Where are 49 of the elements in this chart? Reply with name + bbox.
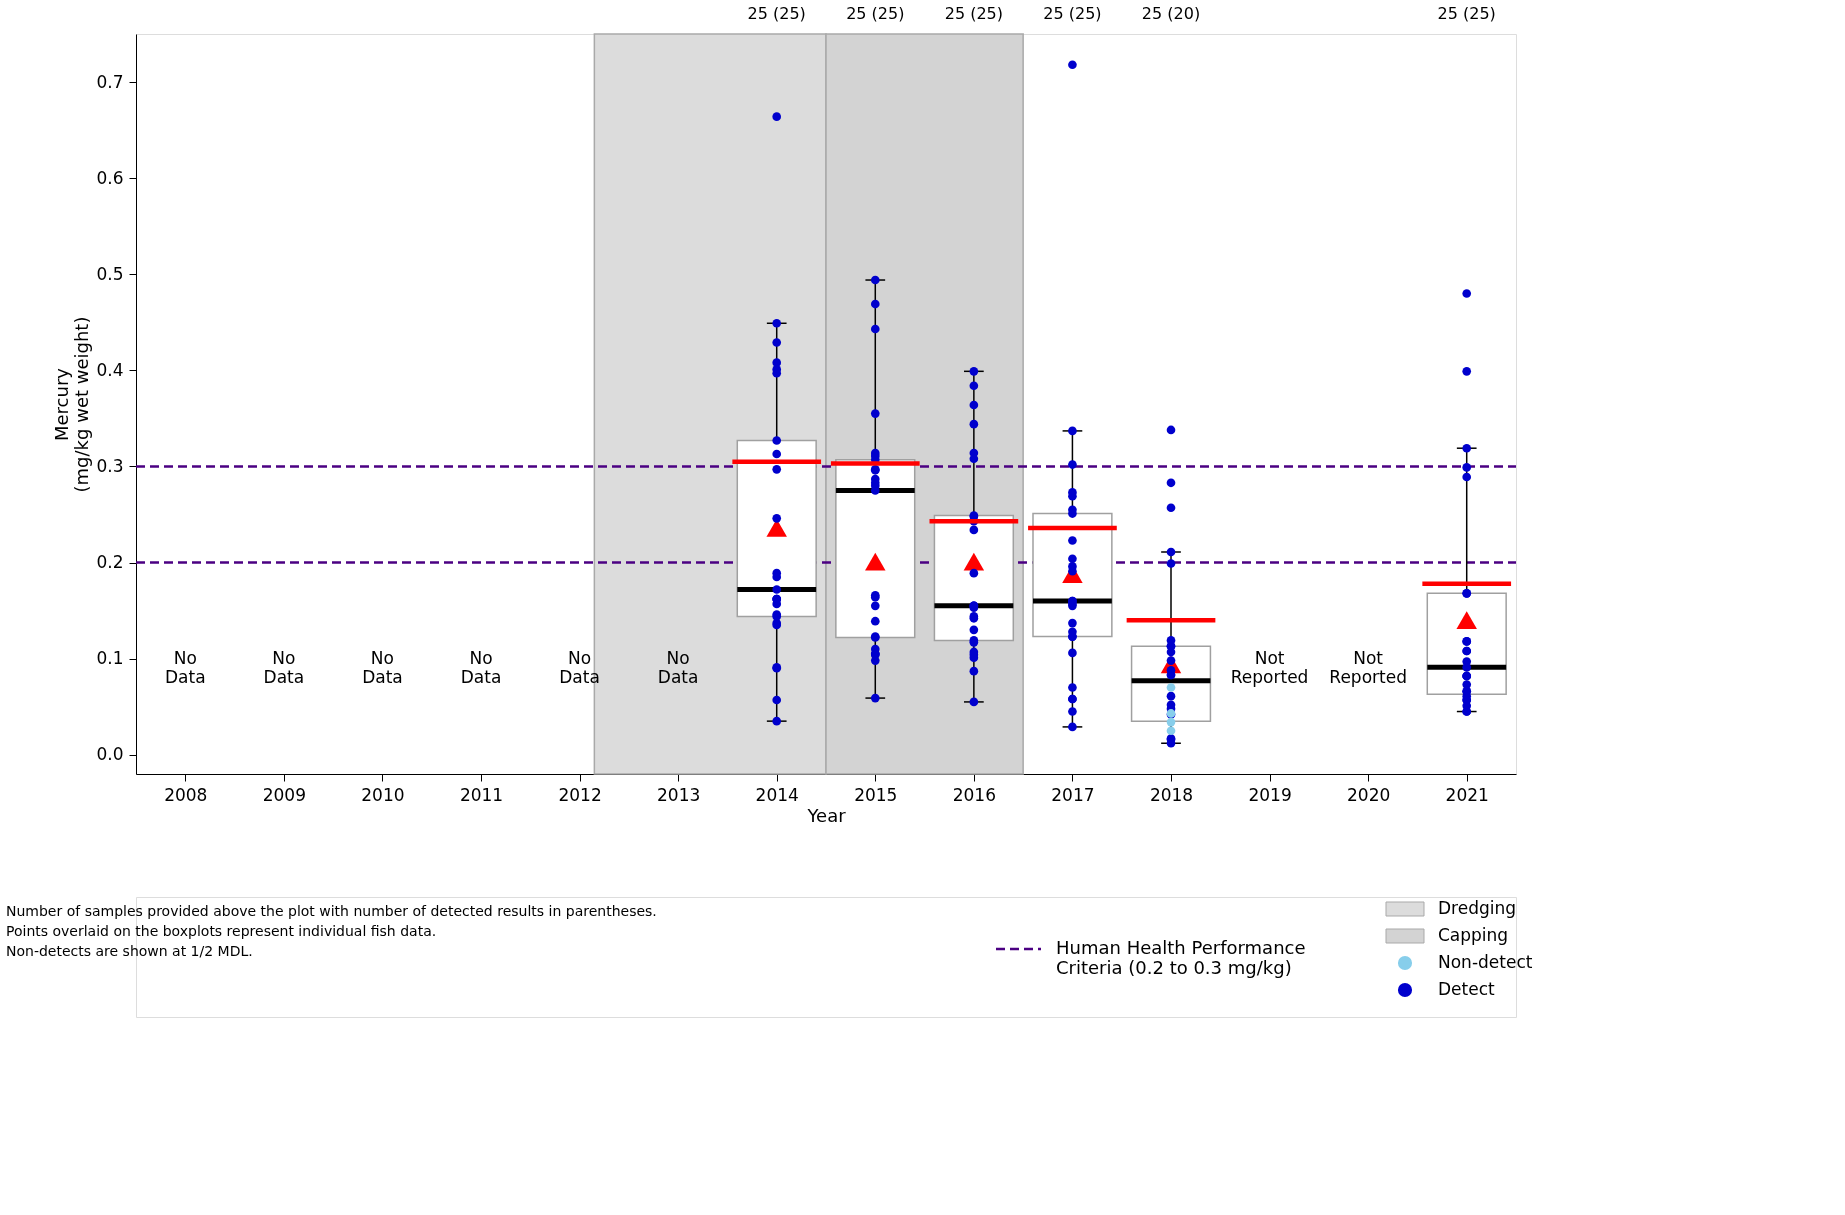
x-tick-label: 2019 xyxy=(1248,784,1292,805)
point xyxy=(1166,717,1176,727)
annotation: No Data xyxy=(362,647,403,687)
text: Points overlaid on the boxplots represent individual fish data. xyxy=(6,923,437,939)
x-tick-label: 2016 xyxy=(952,784,996,805)
legend-label: Human Health Performance Criteria (0.2 to 0.3 mg/kg) xyxy=(1056,937,1306,978)
text: Non-detects are shown at 1/2 MDL. xyxy=(6,943,253,959)
y-tick-label: 0.5 xyxy=(96,263,124,284)
annotation: No Data xyxy=(164,647,206,687)
x-tick-label: 2013 xyxy=(657,784,701,805)
x-tick-label: 2008 xyxy=(164,784,208,805)
y-tick-label: 0.2 xyxy=(96,552,124,573)
x-tick-label: 2011 xyxy=(459,784,504,805)
x-tick-label: 2015 xyxy=(854,784,898,805)
text: Number of samples provided above the plot with number of detected results in parentheses. xyxy=(6,903,657,919)
x-tick-label: 2017 xyxy=(1051,784,1095,805)
annotation: No Data xyxy=(460,647,502,687)
y-tick-label: 0.7 xyxy=(96,71,124,92)
y-axis-title: Mercury (mg/kg wet weight) xyxy=(51,316,93,493)
legend-label: Non-detect xyxy=(1438,952,1533,972)
x-tick-label: 2009 xyxy=(262,784,306,805)
x-tick-label: 2018 xyxy=(1149,784,1194,805)
x-tick-label: 2010 xyxy=(361,784,405,805)
x-tick-label: 2014 xyxy=(755,784,799,805)
point xyxy=(1166,683,1176,692)
annotation: No Data xyxy=(559,647,600,687)
annotation: No Data xyxy=(263,647,305,687)
legend-label: Detect xyxy=(1438,979,1496,999)
y-tick-label: 0.1 xyxy=(96,648,124,669)
y-tick-label: 0.0 xyxy=(96,744,124,765)
x-tick-label: 2021 xyxy=(1445,784,1489,805)
y-tick-label: 0.6 xyxy=(96,167,124,188)
text: 25 (25) xyxy=(1437,4,1496,23)
x-tick-label: 2012 xyxy=(558,784,602,805)
legend-label: Dredging xyxy=(1438,898,1517,918)
annotation: No Data xyxy=(657,647,699,687)
annotation: Not Reported xyxy=(1230,647,1309,687)
text: 25 (25) xyxy=(944,4,1004,23)
y-tick-label: 0.3 xyxy=(96,455,124,476)
text: 25 (20) xyxy=(1141,4,1201,23)
text: 25 (25) xyxy=(1043,4,1102,23)
annotation: Not Reported xyxy=(1329,647,1407,687)
x-axis-title: Year xyxy=(806,804,847,826)
text: 25 (25) xyxy=(747,4,806,23)
text: 25 (25) xyxy=(846,4,905,23)
point xyxy=(1166,726,1176,736)
x-tick-label: 2020 xyxy=(1347,784,1391,805)
legend-label: Capping xyxy=(1438,925,1509,945)
y-tick-label: 0.4 xyxy=(96,359,124,380)
